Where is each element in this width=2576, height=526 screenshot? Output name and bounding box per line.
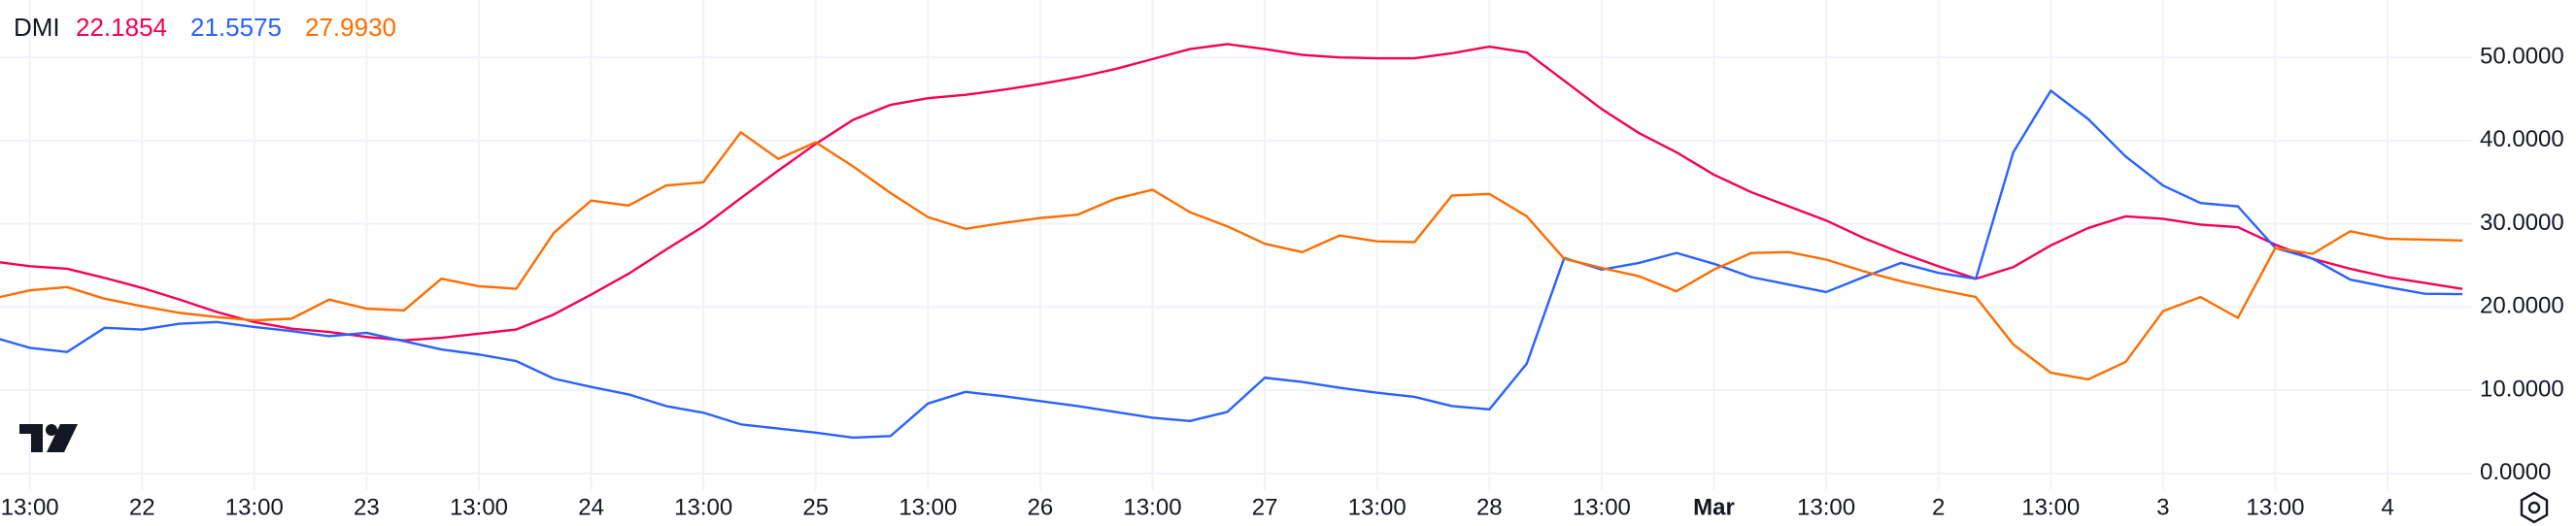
x-tick-label: 13:00 bbox=[2246, 494, 2304, 520]
x-tick-label: Mar bbox=[1693, 494, 1735, 520]
y-tick-label: 40.0000 bbox=[2480, 126, 2564, 152]
tradingview-logo[interactable] bbox=[19, 424, 78, 452]
x-tick-label: 24 bbox=[578, 494, 604, 520]
y-tick-label: 20.0000 bbox=[2480, 293, 2564, 319]
x-tick-label: 4 bbox=[2381, 494, 2393, 520]
series-line bbox=[0, 131, 2463, 381]
x-tick-label: 13:00 bbox=[450, 494, 508, 520]
series-line bbox=[0, 89, 2463, 440]
x-tick-label: 22 bbox=[129, 494, 155, 520]
plot-area bbox=[0, 43, 2463, 440]
y-tick-label: 0.0000 bbox=[2480, 459, 2551, 485]
y-tick-label: 50.0000 bbox=[2480, 44, 2564, 70]
legend-value: 21.5575 bbox=[190, 13, 282, 42]
x-tick-label: 13:00 bbox=[1573, 494, 1631, 520]
legend-value: 27.9930 bbox=[305, 13, 396, 42]
x-tick-label: 13:00 bbox=[225, 494, 284, 520]
x-tick-label: 13:00 bbox=[2021, 494, 2080, 520]
settings-icon bbox=[2520, 491, 2549, 524]
x-tick-label: 13:00 bbox=[1123, 494, 1181, 520]
indicator-title: DMI bbox=[14, 13, 60, 42]
y-tick-label: 30.0000 bbox=[2480, 210, 2564, 236]
grid bbox=[0, 0, 2472, 490]
axes: 0.0000 10.0000 20.0000 30.0000 40.0000 50.000… bbox=[1, 44, 2564, 521]
x-tick-label: 25 bbox=[802, 494, 829, 520]
settings-icon bbox=[2527, 501, 2541, 514]
legend-header: DMI 22.1854 21.5575 27.9930 bbox=[14, 13, 396, 42]
settings-button[interactable] bbox=[2520, 491, 2549, 524]
legend-value: 22.1854 bbox=[76, 13, 167, 42]
x-tick-label: 13:00 bbox=[1348, 494, 1407, 520]
x-tick-label: 2 bbox=[1932, 494, 1945, 520]
x-tick-label: 13:00 bbox=[1, 494, 59, 520]
x-tick-label: 13:00 bbox=[898, 494, 957, 520]
series-line bbox=[0, 43, 2463, 342]
x-tick-label: 28 bbox=[1476, 494, 1503, 520]
logo-part bbox=[19, 424, 43, 452]
x-tick-label: 27 bbox=[1252, 494, 1278, 520]
x-tick-label: 13:00 bbox=[674, 494, 732, 520]
x-tick-label: 26 bbox=[1028, 494, 1054, 520]
y-tick-label: 10.0000 bbox=[2480, 376, 2564, 402]
x-tick-label: 23 bbox=[354, 494, 380, 520]
logo-part bbox=[46, 424, 57, 436]
x-tick-label: 13:00 bbox=[1797, 494, 1855, 520]
x-tick-label: 3 bbox=[2156, 494, 2169, 520]
logo-part bbox=[47, 424, 78, 452]
